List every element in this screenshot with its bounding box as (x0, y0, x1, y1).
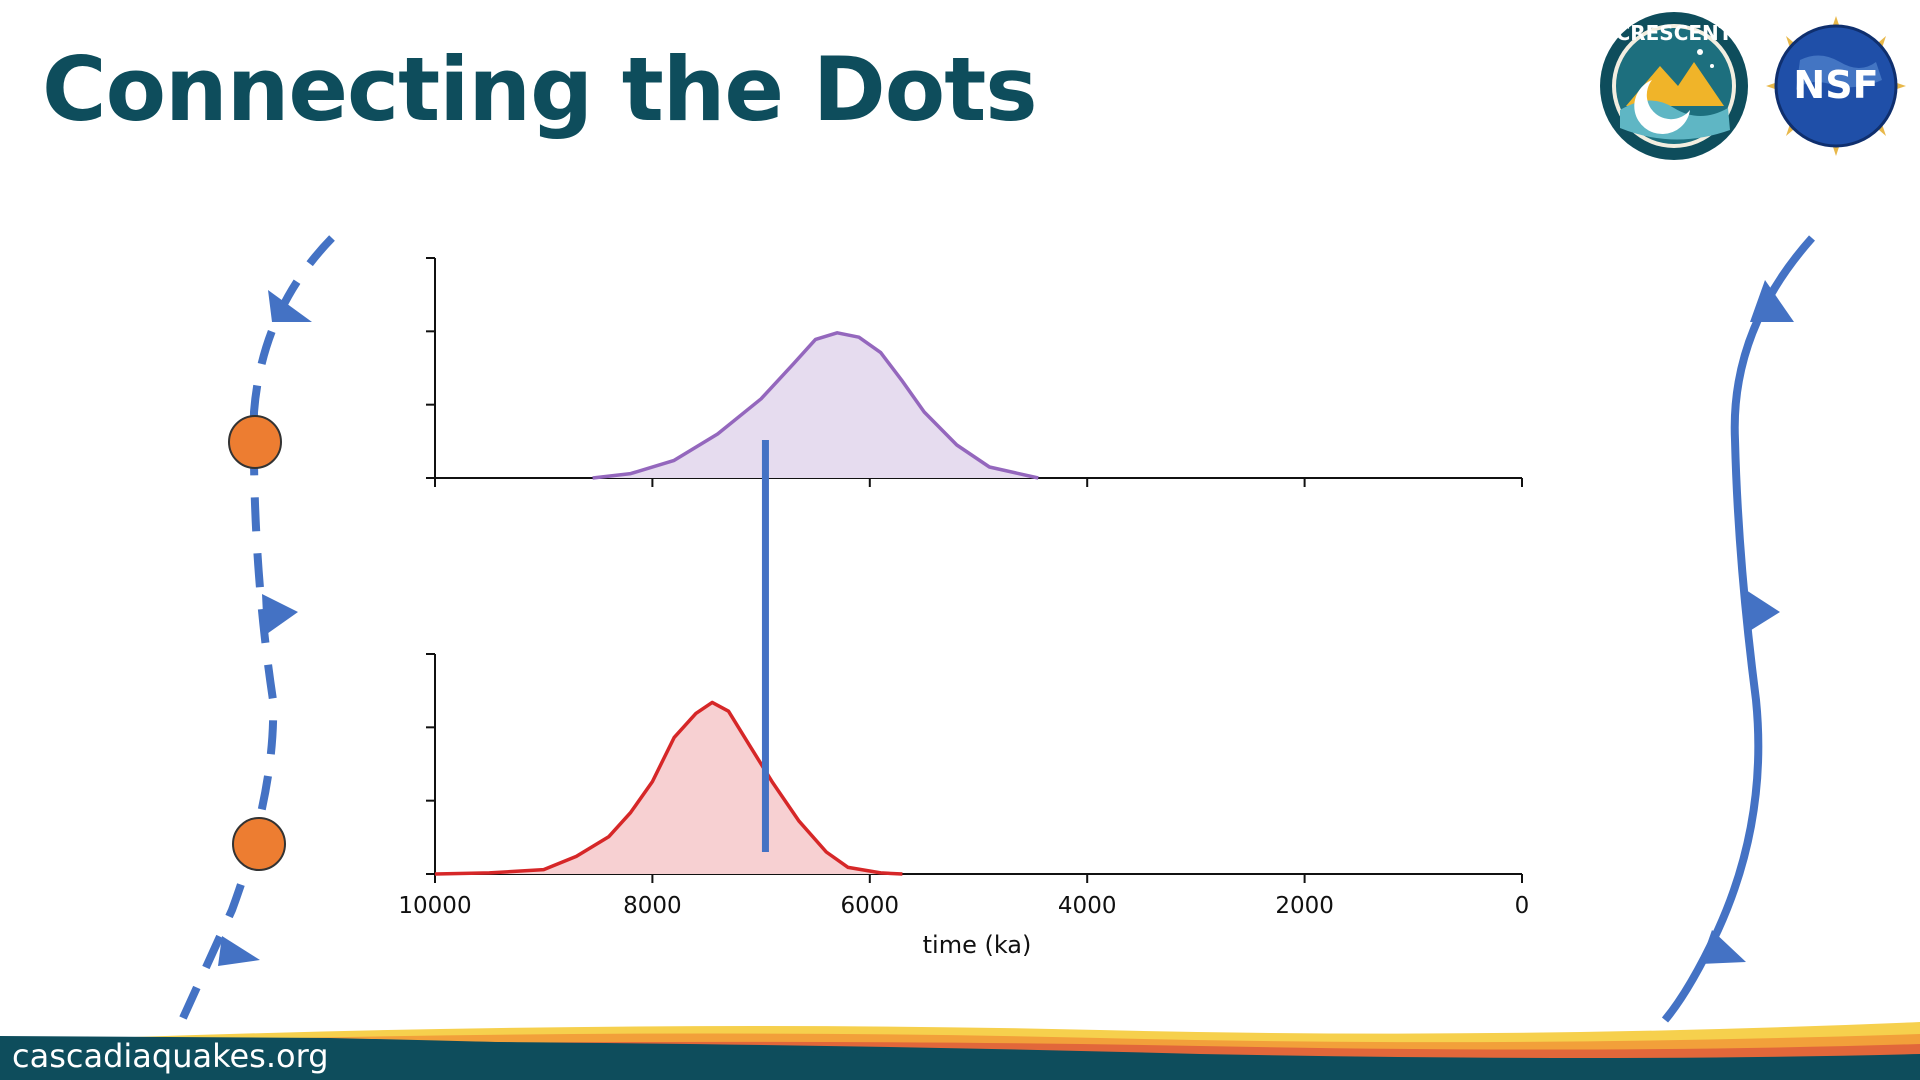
left-arrow-bottom (218, 936, 260, 966)
right-arrow-mid (1746, 590, 1780, 632)
x-tick-label: 8000 (623, 893, 682, 919)
density-area-bottom (435, 702, 903, 874)
density-area-top (592, 332, 1039, 478)
right-arrow-top (1750, 280, 1794, 322)
left-dot-top (228, 415, 282, 469)
panel-bottom (426, 653, 1523, 883)
density-line-top (592, 331, 1039, 480)
left-dashed-path (179, 235, 335, 1020)
left-dot-bottom (232, 817, 286, 871)
x-tick-label: 0 (1515, 893, 1530, 919)
x-tick-label: 2000 (1275, 893, 1334, 919)
x-tick-label: 10000 (398, 893, 471, 919)
x-axis-title: time (ka) (923, 931, 1032, 959)
panel-top (426, 257, 1523, 487)
right-arrow-bottom (1700, 930, 1746, 964)
x-tick-label: 4000 (1058, 893, 1117, 919)
slide-title: Connecting the Dots (42, 38, 1038, 141)
x-tick-label: 6000 (841, 893, 900, 919)
left-arrow-mid (262, 594, 298, 636)
x-axis-tick-labels: 10000 8000 6000 4000 2000 0 (398, 893, 1529, 919)
footer-url[interactable]: cascadiaquakes.org (12, 1037, 329, 1075)
left-arrow-top (268, 290, 312, 322)
density-line-bottom (434, 700, 903, 876)
